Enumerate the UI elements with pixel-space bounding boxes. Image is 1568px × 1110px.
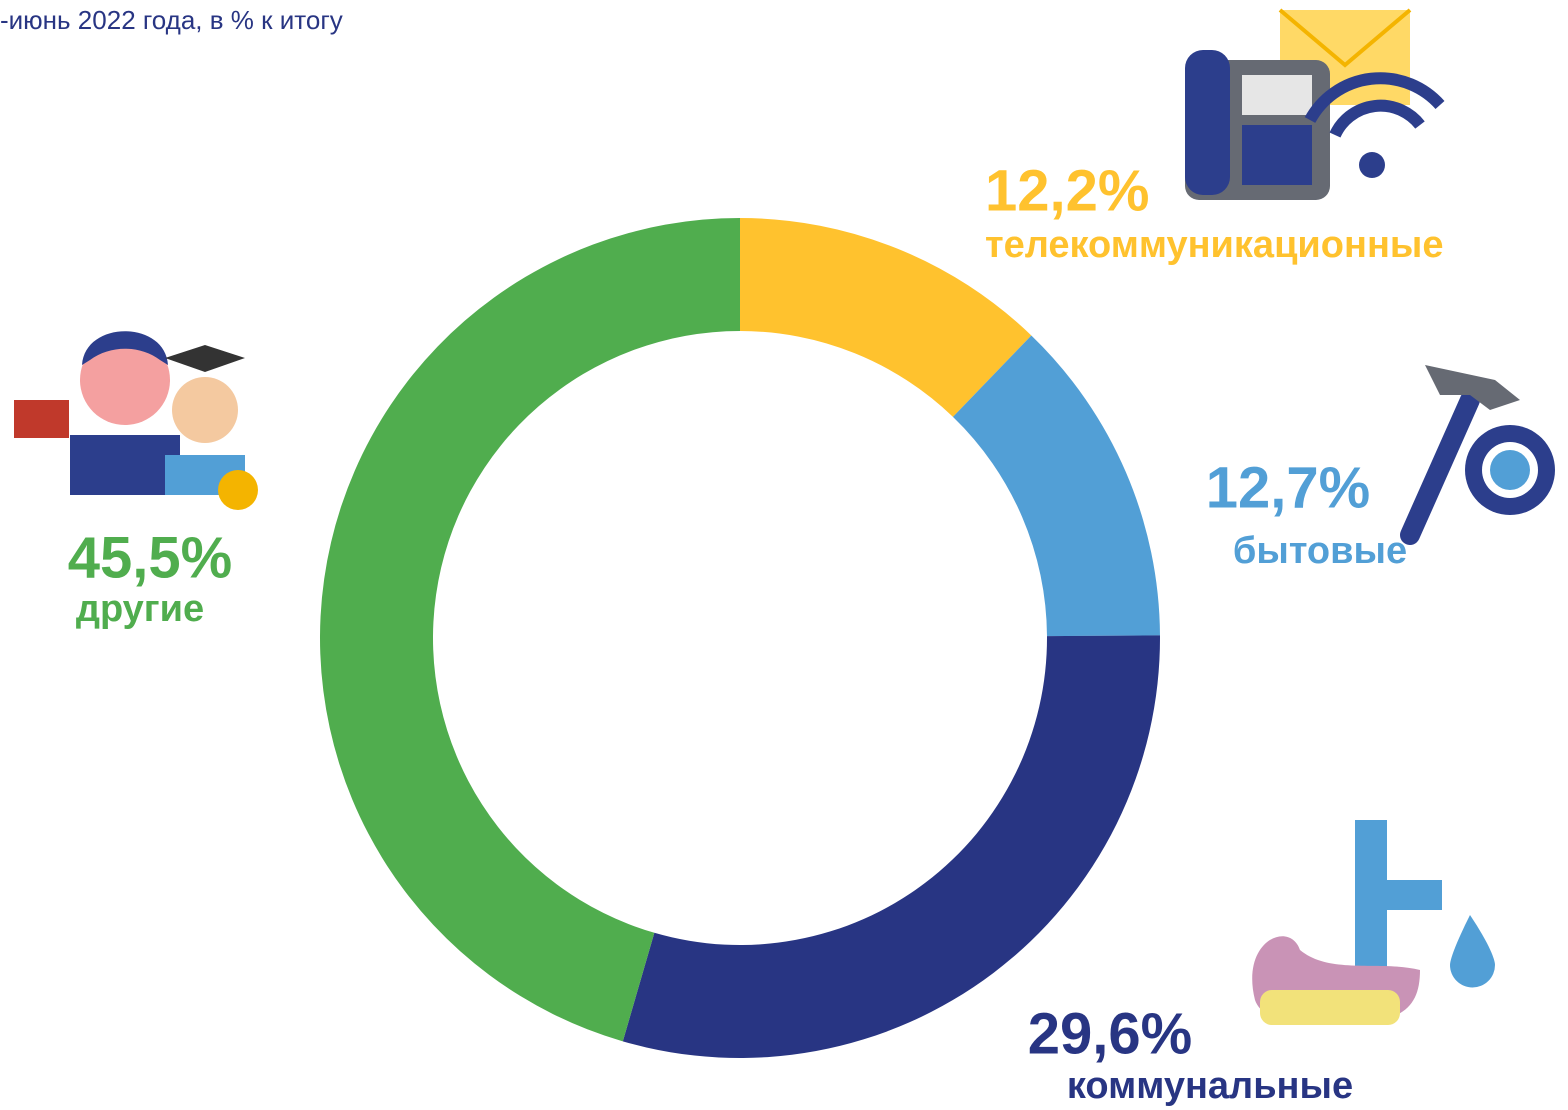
category-label: телекоммуникационные — [985, 224, 1444, 266]
icon-other — [14, 331, 258, 510]
value-label: 12,2% — [985, 158, 1149, 223]
icon-utilities — [1252, 820, 1495, 1025]
category-label: коммунальные — [1067, 1065, 1353, 1107]
chart-title: -июнь 2022 года, в % к итогу — [0, 5, 343, 35]
icon-household — [1410, 365, 1555, 535]
value-label: 45,5% — [68, 525, 232, 590]
category-label: бытовые — [1233, 530, 1407, 572]
donut-segment — [320, 218, 740, 1041]
icon-telecom — [1185, 10, 1440, 200]
category-label: другие — [76, 588, 204, 630]
value-label: 12,7% — [1206, 455, 1370, 520]
donut-segment — [623, 635, 1160, 1058]
chart: -июнь 2022 года, в % к итогу 12,2%телеко… — [0, 0, 1568, 1110]
value-label: 29,6% — [1028, 1001, 1192, 1066]
